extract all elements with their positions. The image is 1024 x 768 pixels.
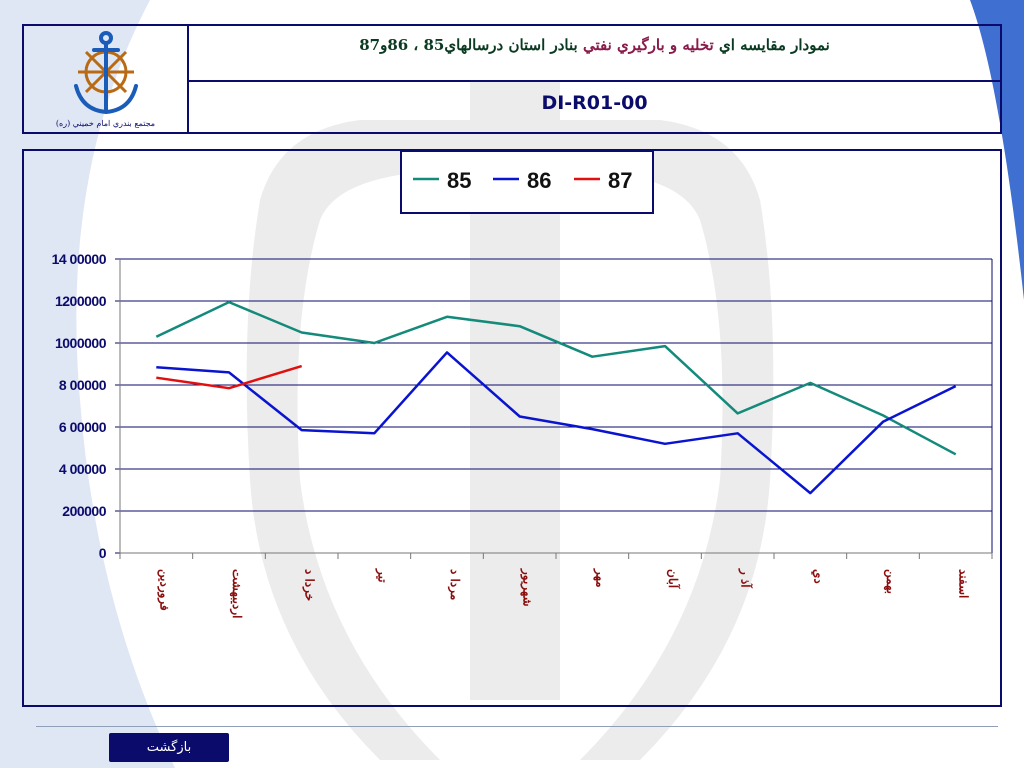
y-tick-label: 1200000 xyxy=(55,293,107,309)
legend-label-85: 85 xyxy=(447,168,471,193)
line-chart: 0 200000 4 00000 6 00000 8 00000 1000000 12000… xyxy=(52,151,993,618)
x-tick-label: اسفند xyxy=(957,569,971,598)
doc-code-row: DI-R01-00 xyxy=(189,82,1000,132)
y-tick-label: 0 xyxy=(99,545,107,561)
background-left-curve xyxy=(0,0,175,768)
x-tick-label: بهمن xyxy=(883,569,898,594)
legend-box xyxy=(400,151,654,214)
title-highlight: تخليه و بارگيري نفتي xyxy=(582,36,714,54)
x-tick-label: دي xyxy=(810,569,825,584)
chart-legend: 85 86 87 xyxy=(400,151,654,214)
y-tick-label: 14 00000 xyxy=(52,251,107,267)
x-tick-label: مهر xyxy=(592,568,607,588)
y-tick-label: 6 00000 xyxy=(59,419,107,435)
x-tick-label: آبان xyxy=(666,569,682,590)
background-anchor-watermark xyxy=(246,80,774,760)
anchor-wheel-logo xyxy=(74,31,138,115)
x-tick-label: خردا د xyxy=(302,569,317,601)
header-frame: مجتمع بندري امام خميني (ره) نمودار مقايس… xyxy=(22,24,1002,134)
footer-divider xyxy=(36,726,998,727)
title-tail: بنادر استان درسالهاي85 ، 86و87 xyxy=(359,36,578,54)
chart-frame: 0 200000 4 00000 6 00000 8 00000 1000000 12000… xyxy=(22,149,1002,707)
x-tick-label: تير xyxy=(374,568,389,583)
document-code: DI-R01-00 xyxy=(541,92,648,114)
x-tick-label: مردا د xyxy=(447,569,462,600)
y-tick-label: 200000 xyxy=(62,503,106,519)
back-button[interactable]: بازگشت xyxy=(109,733,229,762)
legend-label-86: 86 xyxy=(527,168,551,193)
title-lead: نمودار مقايسه اي xyxy=(718,36,830,54)
logo-caption: مجتمع بندري امام خميني (ره) xyxy=(55,119,156,128)
x-tick-label: فروردين xyxy=(156,569,171,611)
y-tick-label: 8 00000 xyxy=(59,377,107,393)
x-tick-label: ارديبهشت xyxy=(229,569,244,618)
logo-cell: مجتمع بندري امام خميني (ره) xyxy=(24,26,189,132)
series-line-87 xyxy=(156,364,303,390)
legend-label-87: 87 xyxy=(608,168,632,193)
page-title: نمودار مقايسه اي تخليه و بارگيري نفتي بن… xyxy=(359,36,830,54)
series-line-86 xyxy=(156,351,957,495)
x-tick-label: آذ ر xyxy=(738,568,755,589)
y-tick-label: 4 00000 xyxy=(59,461,107,477)
series-line-85 xyxy=(155,300,957,456)
x-tick-label: شهريور xyxy=(520,568,535,607)
title-row: نمودار مقايسه اي تخليه و بارگيري نفتي بن… xyxy=(189,26,1000,82)
background-right-curve xyxy=(970,0,1024,300)
y-tick-label: 1000000 xyxy=(55,335,107,351)
